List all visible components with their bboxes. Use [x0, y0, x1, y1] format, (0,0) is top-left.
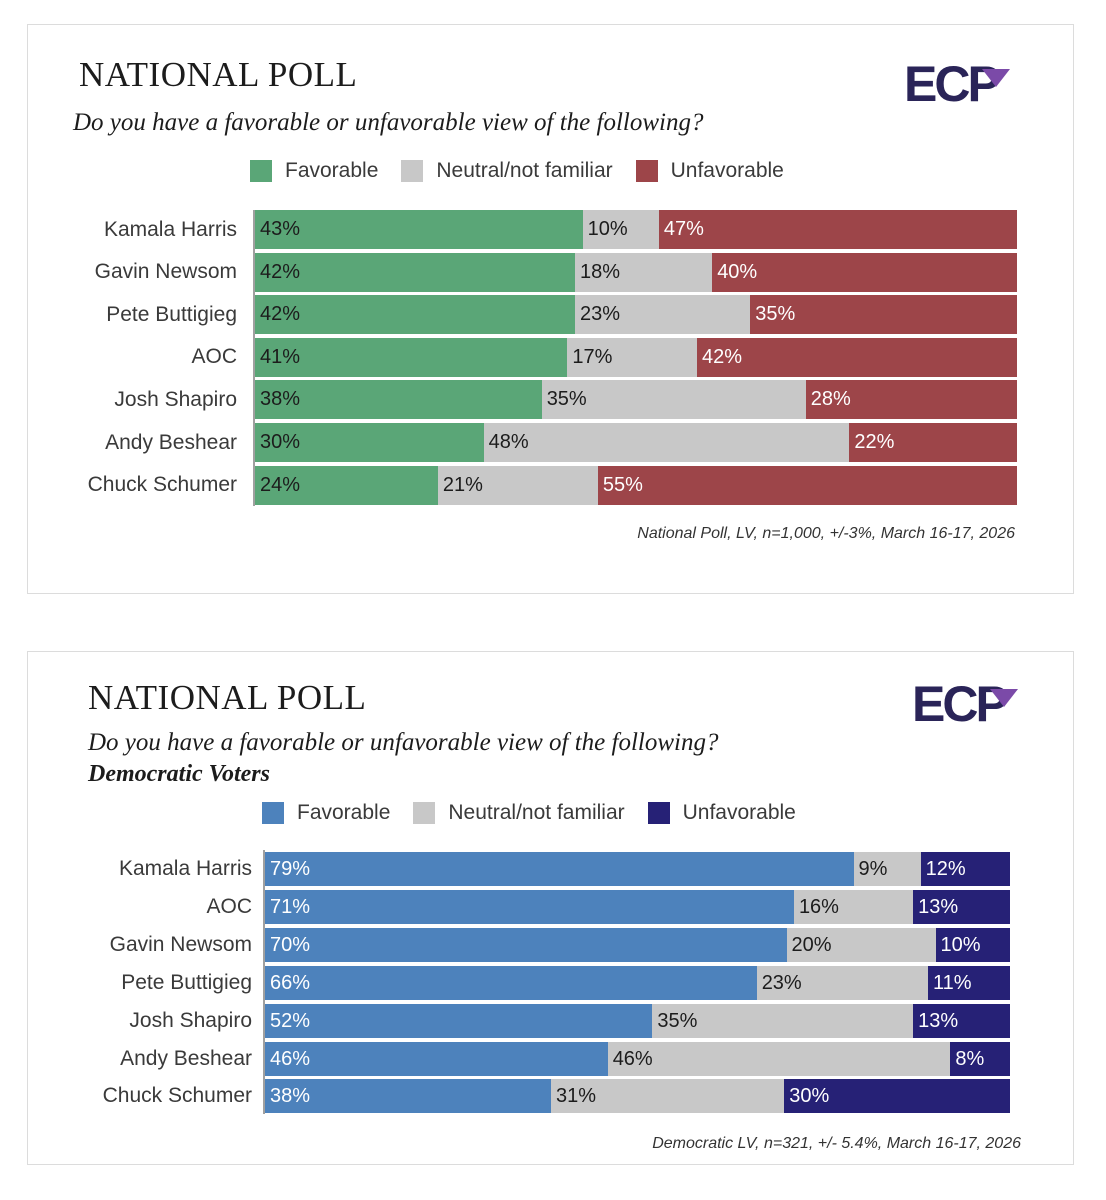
bar-segment-favorable: 46%	[265, 1041, 608, 1076]
bar-segment-neutral-not-familiar: 18%	[575, 252, 713, 292]
bar-segment-neutral-not-familiar: 16%	[793, 889, 914, 924]
bar-segment-favorable: 52%	[265, 1003, 653, 1038]
bar-segment-favorable: 42%	[255, 295, 576, 335]
bar-segment-unfavorable: 42%	[696, 337, 1017, 377]
legend-label: Unfavorable	[682, 801, 796, 824]
bar-segment-favorable: 38%	[265, 1079, 551, 1114]
category-label: Chuck Schumer	[87, 473, 237, 497]
legend-label: Unfavorable	[670, 159, 784, 182]
bar-segment-favorable: 30%	[255, 423, 484, 462]
bar-segment-neutral-not-familiar: 35%	[652, 1003, 914, 1038]
legend-item-neutral-not-familiar: Neutral/not familiar	[413, 801, 625, 825]
ecp-logo: ECP	[912, 677, 1018, 727]
legend-label: Neutral/not familiar	[436, 159, 613, 182]
chart-axis-line	[253, 210, 255, 506]
bar-segment-neutral-not-familiar: 21%	[437, 465, 598, 505]
legend-swatch	[413, 802, 436, 824]
logo-accent-mark	[982, 69, 1010, 87]
ecp-logo: ECP	[904, 57, 1010, 107]
category-label: Josh Shapiro	[129, 1008, 252, 1032]
bar-segment-neutral-not-familiar: 46%	[607, 1041, 951, 1076]
legend-swatch	[401, 160, 424, 182]
chart-title: NATIONAL POLL	[79, 55, 358, 94]
bar-segment-unfavorable: 13%	[913, 1003, 1010, 1038]
category-label: Andy Beshear	[105, 430, 237, 454]
bar-segment-neutral-not-familiar: 35%	[541, 380, 806, 420]
bar-segment-unfavorable: 47%	[658, 210, 1017, 249]
chart-footnote: National Poll, LV, n=1,000, +/-3%, March…	[637, 525, 1015, 542]
bar-segment-unfavorable: 55%	[597, 465, 1017, 505]
bar-segment-favorable: 71%	[265, 889, 794, 924]
bar-segment-favorable: 42%	[255, 252, 576, 292]
legend-swatch	[262, 802, 284, 824]
category-label: Gavin Newsom	[94, 260, 237, 284]
bar-segment-unfavorable: 8%	[950, 1041, 1010, 1076]
legend-swatch	[250, 160, 272, 182]
bar-segment-favorable: 66%	[265, 965, 757, 1000]
legend-swatch	[647, 802, 670, 824]
bar-segment-neutral-not-familiar: 17%	[567, 337, 697, 377]
legend-item-unfavorable: Unfavorable	[647, 801, 796, 825]
bar-segment-favorable: 79%	[265, 852, 854, 886]
bar-segment-favorable: 41%	[255, 337, 568, 377]
bar-segment-neutral-not-familiar: 23%	[756, 965, 929, 1000]
legend-item-unfavorable: Unfavorable	[635, 159, 784, 183]
bar-segment-neutral-not-familiar: 23%	[575, 295, 751, 335]
category-label: AOC	[191, 345, 237, 369]
legend-swatch	[635, 160, 658, 182]
bar-segment-unfavorable: 35%	[750, 295, 1017, 335]
logo-text: ECP	[912, 677, 1007, 727]
category-label: Kamala Harris	[118, 857, 252, 880]
chart-question: Do you have a favorable or unfavorable v…	[73, 109, 704, 136]
bar-segment-favorable: 38%	[255, 380, 542, 420]
category-label: Andy Beshear	[120, 1046, 252, 1070]
bar-segment-unfavorable: 11%	[928, 965, 1010, 1000]
category-label: Pete Buttigieg	[106, 302, 237, 326]
bar-segment-unfavorable: 30%	[784, 1079, 1010, 1114]
legend-item-favorable: Favorable	[262, 801, 390, 825]
bar-segment-favorable: 24%	[255, 465, 438, 505]
legend-label: Favorable	[297, 801, 391, 824]
category-label: AOC	[206, 894, 252, 918]
bar-segment-favorable: 43%	[255, 210, 583, 249]
chart-legend: Favorable Neutral/not familiar Unfavorable	[250, 159, 807, 183]
chart-axis-line	[263, 850, 265, 1114]
bar-segment-neutral-not-familiar: 10%	[582, 210, 659, 249]
chart-subgroup: Democratic Voters	[88, 761, 270, 787]
logo-text: ECP	[904, 57, 999, 107]
bar-segment-unfavorable: 12%	[920, 852, 1010, 886]
bar-segment-neutral-not-familiar: 48%	[483, 423, 850, 462]
category-label: Kamala Harris	[103, 217, 237, 241]
legend-label: Favorable	[285, 159, 379, 182]
legend-item-neutral-not-familiar: Neutral/not familiar	[401, 159, 613, 183]
bar-segment-neutral-not-familiar: 9%	[853, 852, 921, 886]
chart-panel-2: NATIONAL POLL Do you have a favorable or…	[27, 651, 1074, 1165]
bar-segment-unfavorable: 22%	[849, 423, 1017, 462]
legend-item-favorable: Favorable	[250, 159, 378, 183]
bar-segment-favorable: 70%	[265, 927, 787, 962]
bar-segment-unfavorable: 10%	[935, 927, 1010, 962]
legend-label: Neutral/not familiar	[448, 801, 625, 824]
category-label: Gavin Newsom	[109, 932, 252, 956]
chart-panel-1: NATIONAL POLL Do you have a favorable or…	[27, 24, 1074, 594]
category-label: Josh Shapiro	[114, 387, 237, 411]
bar-segment-unfavorable: 40%	[712, 252, 1017, 292]
bar-segment-unfavorable: 28%	[805, 380, 1017, 420]
category-label: Chuck Schumer	[102, 1084, 252, 1108]
bar-segment-neutral-not-familiar: 31%	[550, 1079, 785, 1114]
bar-segment-unfavorable: 13%	[913, 889, 1010, 924]
chart-title: NATIONAL POLL	[88, 678, 367, 717]
chart-question: Do you have a favorable or unfavorable v…	[88, 729, 719, 756]
logo-accent-mark	[990, 689, 1018, 707]
chart-footnote: Democratic LV, n=321, +/- 5.4%, March 16…	[652, 1135, 1021, 1152]
chart-legend: Favorable Neutral/not familiar Unfavorable	[262, 801, 819, 825]
bar-segment-neutral-not-familiar: 20%	[786, 927, 936, 962]
category-label: Pete Buttigieg	[121, 970, 252, 994]
